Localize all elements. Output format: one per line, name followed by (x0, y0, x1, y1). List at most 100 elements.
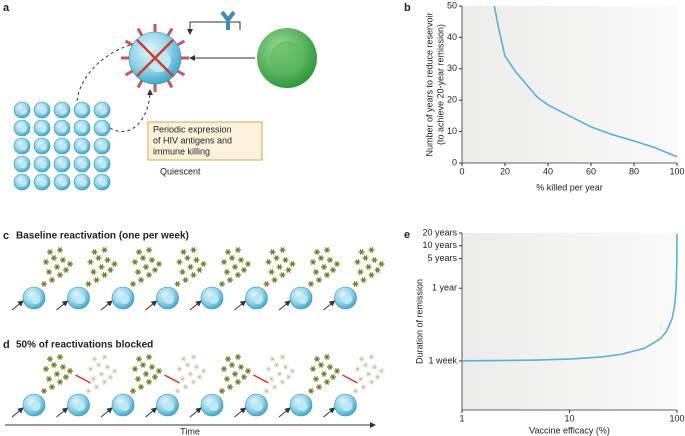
virion (185, 362, 190, 368)
virion (264, 388, 269, 394)
plot-background (462, 233, 677, 410)
panel-label: e (404, 229, 410, 241)
cell-nucleus (79, 125, 87, 133)
virion (324, 354, 330, 360)
virion (91, 269, 96, 275)
virion (269, 376, 274, 382)
cell-nucleus (99, 179, 107, 187)
panel-label: c (3, 230, 9, 242)
virion (280, 379, 285, 385)
reactivation-arrow (11, 300, 24, 311)
virion (310, 259, 316, 265)
virion (363, 362, 368, 368)
virion (318, 362, 324, 368)
virion (105, 364, 110, 370)
cell-nucleus (297, 401, 308, 412)
virion (372, 364, 377, 370)
antigen-spike (136, 79, 144, 89)
x-axis-label: % killed per year (536, 182, 603, 192)
virion (241, 374, 247, 380)
virion (135, 376, 141, 382)
virion (221, 259, 227, 265)
y-tick-label: 10 (447, 126, 457, 136)
reactivation-arrow (100, 300, 113, 311)
virion (191, 354, 196, 360)
virion (197, 267, 202, 273)
virion (108, 374, 113, 380)
virion (96, 362, 101, 368)
virion (372, 257, 377, 263)
virion (201, 368, 206, 374)
virion (99, 371, 104, 377)
x-tick-label: 10 (564, 413, 574, 423)
virion (266, 366, 271, 372)
x-tick-label: 80 (629, 166, 639, 176)
virion (353, 388, 358, 394)
reactivation-arrow (189, 407, 202, 418)
virion (369, 379, 374, 385)
y-tick-label: 40 (447, 32, 457, 42)
block-mark (253, 374, 269, 384)
virion (51, 362, 57, 368)
virion (112, 368, 117, 374)
virion (146, 379, 152, 385)
virion (102, 247, 107, 253)
antigen-spike (176, 69, 186, 77)
virion (277, 371, 282, 377)
cell-nucleus (75, 401, 86, 412)
virion (334, 261, 340, 267)
virion (229, 362, 235, 368)
time-label: Time (180, 426, 200, 436)
reactivation-arrow (278, 407, 291, 418)
virion (156, 261, 162, 267)
virion (105, 257, 110, 263)
virion (194, 257, 199, 263)
virion (99, 264, 104, 270)
virion (197, 374, 202, 380)
cell-nucleus (30, 401, 41, 412)
virion (102, 379, 107, 385)
virion (181, 356, 186, 362)
virion (272, 277, 277, 283)
reactivation-arrow (189, 300, 202, 311)
cell-nucleus (99, 143, 107, 151)
cell-nucleus (75, 294, 86, 305)
virion (369, 247, 374, 253)
virion (353, 388, 358, 394)
virion (60, 257, 66, 263)
virion (219, 388, 225, 394)
cell-nucleus (59, 161, 67, 169)
virion (369, 379, 374, 385)
virion (57, 379, 63, 385)
virion (57, 272, 63, 278)
reactivation-arrow (234, 407, 247, 418)
virion (138, 384, 144, 390)
cell-nucleus (39, 179, 47, 187)
antigen-spike (124, 69, 134, 77)
cell-nucleus (30, 294, 41, 305)
x-tick-label: 60 (586, 166, 596, 176)
virion (314, 249, 320, 255)
virion (130, 281, 136, 287)
virion (358, 269, 363, 275)
virion (330, 374, 336, 380)
cell-nucleus (79, 107, 87, 115)
virion (269, 376, 274, 382)
virion (241, 267, 247, 273)
y-tick-label: 20 (447, 95, 457, 105)
virion (355, 366, 360, 372)
cell-nucleus (99, 161, 107, 169)
virion (41, 281, 47, 287)
virion (280, 247, 285, 253)
virion (96, 255, 101, 261)
line (461, 233, 678, 362)
virion (175, 388, 180, 394)
virion (191, 379, 196, 385)
panel-a-diagram (74, 10, 317, 161)
virion (86, 388, 91, 394)
virion (43, 366, 49, 372)
virion (229, 255, 235, 261)
y-tick-label: 1 year (432, 283, 457, 293)
antigen-spike (124, 39, 134, 47)
virion (183, 384, 188, 390)
